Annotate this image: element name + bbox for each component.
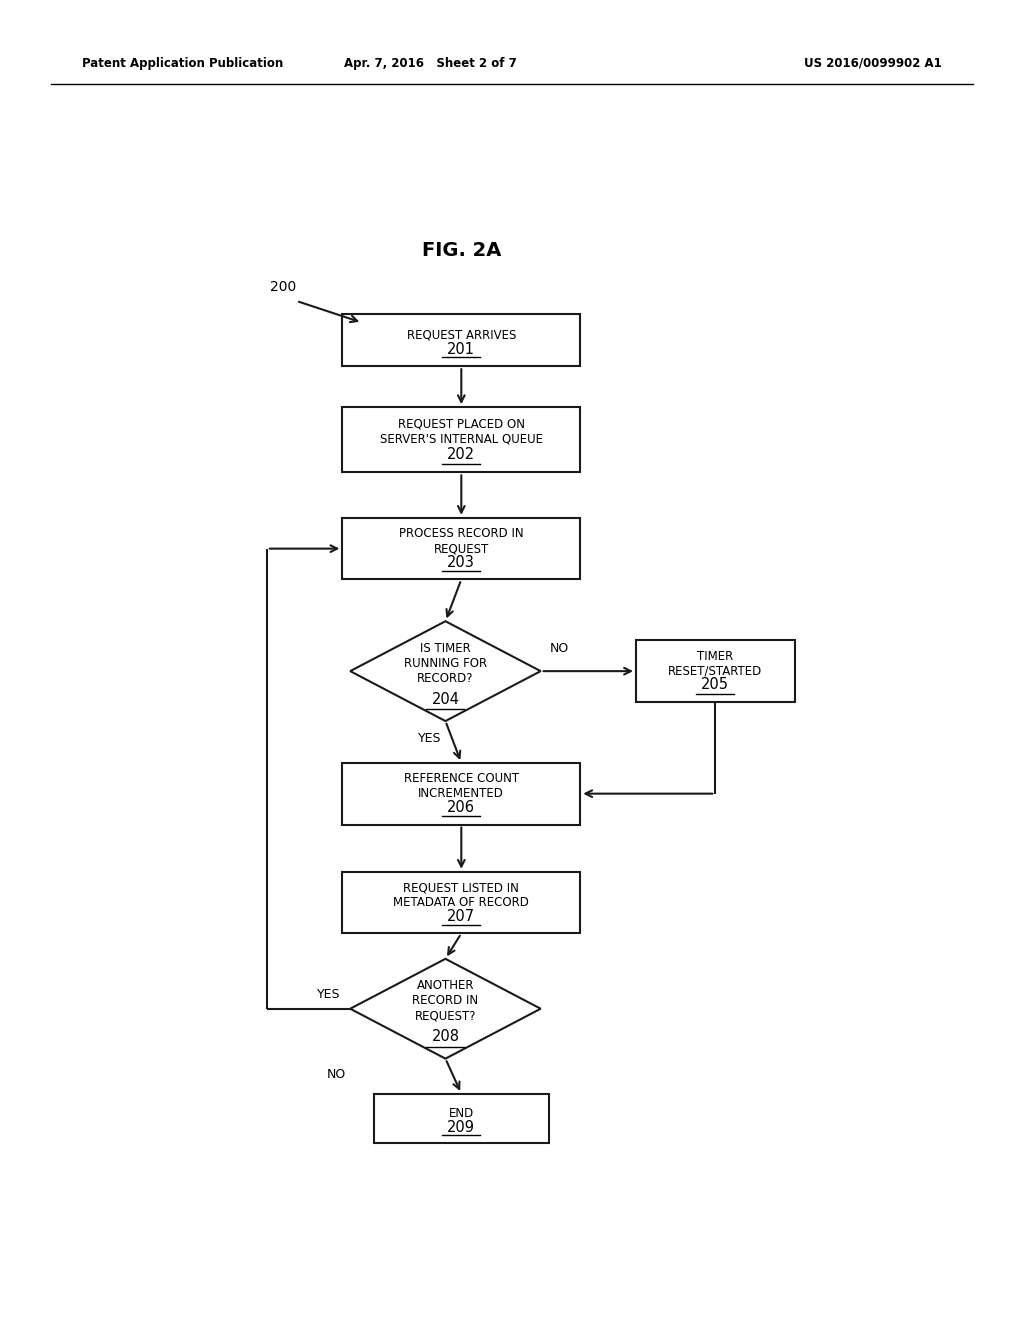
Text: 204: 204 [431,692,460,706]
Text: 203: 203 [447,554,475,570]
Text: IS TIMER
RUNNING FOR
RECORD?: IS TIMER RUNNING FOR RECORD? [403,642,487,685]
Text: 201: 201 [447,342,475,356]
Text: 200: 200 [269,280,296,294]
FancyBboxPatch shape [342,517,581,579]
Text: REFERENCE COUNT
INCREMENTED: REFERENCE COUNT INCREMENTED [403,772,519,800]
Text: 202: 202 [447,446,475,462]
FancyBboxPatch shape [342,763,581,825]
Text: 205: 205 [701,677,729,692]
FancyBboxPatch shape [374,1093,549,1143]
FancyBboxPatch shape [342,314,581,366]
Text: US 2016/0099902 A1: US 2016/0099902 A1 [804,57,942,70]
Text: FIG. 2A: FIG. 2A [422,242,501,260]
Text: ANOTHER
RECORD IN
REQUEST?: ANOTHER RECORD IN REQUEST? [413,979,478,1022]
Text: 207: 207 [447,908,475,924]
Text: NO: NO [550,642,569,655]
FancyBboxPatch shape [636,640,795,702]
Text: YES: YES [317,989,341,1002]
Text: REQUEST PLACED ON
SERVER'S INTERNAL QUEUE: REQUEST PLACED ON SERVER'S INTERNAL QUEU… [380,418,543,446]
Text: NO: NO [327,1068,346,1081]
Text: Apr. 7, 2016   Sheet 2 of 7: Apr. 7, 2016 Sheet 2 of 7 [344,57,516,70]
Text: REQUEST ARRIVES: REQUEST ARRIVES [407,329,516,341]
Text: YES: YES [418,731,441,744]
Text: TIMER
RESET/STARTED: TIMER RESET/STARTED [668,649,763,677]
FancyBboxPatch shape [342,407,581,473]
Text: END: END [449,1107,474,1121]
Text: REQUEST LISTED IN
METADATA OF RECORD: REQUEST LISTED IN METADATA OF RECORD [393,882,529,909]
Text: 209: 209 [447,1119,475,1135]
Text: Patent Application Publication: Patent Application Publication [82,57,284,70]
Polygon shape [350,958,541,1059]
Text: 208: 208 [431,1030,460,1044]
Polygon shape [350,622,541,721]
Text: 206: 206 [447,800,475,814]
Text: PROCESS RECORD IN
REQUEST: PROCESS RECORD IN REQUEST [399,527,523,556]
FancyBboxPatch shape [342,871,581,933]
